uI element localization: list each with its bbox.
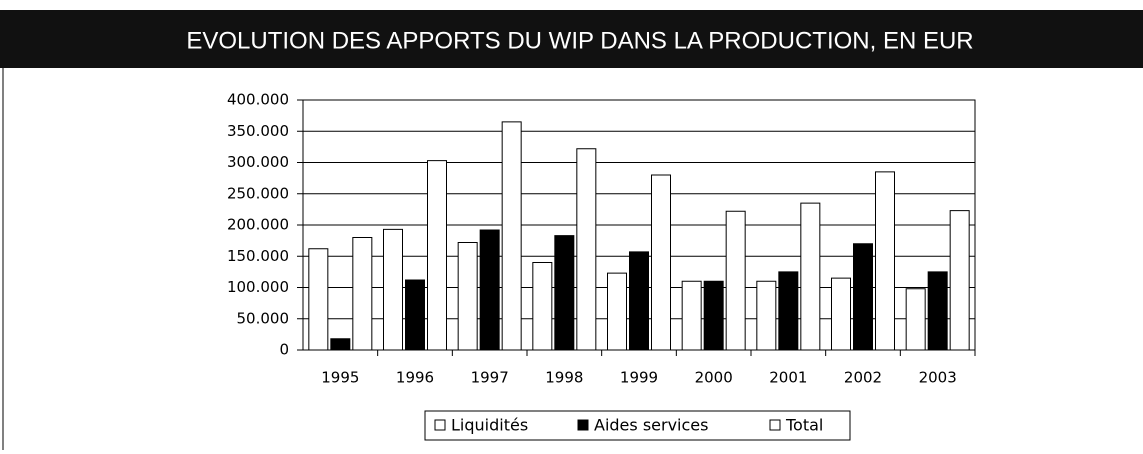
bar — [703, 280, 724, 351]
y-tick-label: 100.000 — [227, 278, 289, 296]
bar — [725, 210, 746, 351]
y-tick-label: 200.000 — [227, 216, 289, 234]
y-tick-label: 50.000 — [237, 309, 290, 327]
x-tick-label: 2000 — [695, 369, 733, 387]
bar — [778, 271, 799, 351]
x-tick-label: 2003 — [919, 369, 957, 387]
legend-swatch — [769, 419, 781, 431]
bar — [405, 279, 425, 351]
legend-label: Liquidités — [451, 416, 528, 435]
bar — [457, 242, 478, 351]
y-tick-label: 400.000 — [227, 91, 289, 109]
x-tick-label: 1999 — [620, 369, 658, 387]
bar — [853, 243, 873, 351]
bar — [501, 121, 522, 351]
bar — [831, 277, 851, 351]
x-tick-label: 2001 — [769, 369, 807, 387]
bar — [629, 251, 649, 351]
bar — [949, 210, 970, 351]
bar — [651, 174, 671, 351]
bar — [479, 229, 500, 351]
bar — [427, 160, 447, 351]
legend-swatch — [434, 419, 446, 431]
bar — [330, 338, 351, 351]
legend-label: Aides services — [594, 416, 708, 435]
bar — [875, 171, 895, 351]
x-tick-label: 1998 — [545, 369, 583, 387]
y-tick-label: 300.000 — [227, 153, 289, 171]
y-tick-label: 250.000 — [227, 184, 289, 202]
x-tick-label: 1996 — [396, 369, 434, 387]
bar — [383, 228, 403, 351]
bar — [352, 237, 373, 351]
title-banner — [0, 10, 1143, 68]
bar — [756, 280, 777, 351]
bar — [927, 271, 948, 351]
y-tick-label: 350.000 — [227, 122, 289, 140]
bar — [308, 248, 329, 351]
bar — [554, 235, 575, 351]
bar — [800, 202, 821, 351]
x-tick-label: 1995 — [321, 369, 359, 387]
y-tick-label: 150.000 — [227, 247, 289, 265]
bar — [905, 288, 926, 351]
bar — [607, 272, 627, 351]
bar — [532, 262, 553, 351]
chart-title: EVOLUTION DES APPORTS DU WIP DANS LA PRO… — [186, 27, 973, 54]
bar — [681, 280, 702, 351]
bar — [576, 148, 597, 351]
x-tick-label: 1997 — [471, 369, 509, 387]
legend-swatch — [577, 419, 589, 431]
y-tick-label: 0 — [279, 341, 289, 359]
x-tick-label: 2002 — [844, 369, 882, 387]
legend-label: Total — [785, 416, 823, 435]
